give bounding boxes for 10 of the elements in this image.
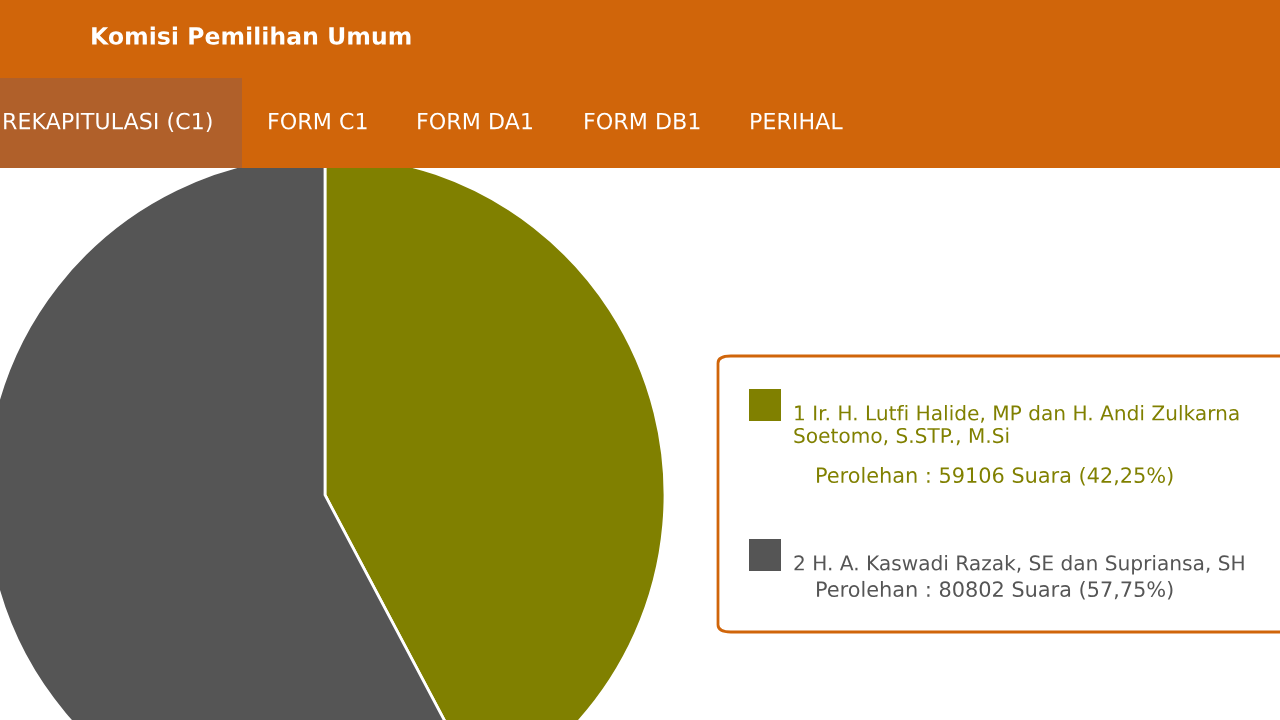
text: FORM C1 — [269, 112, 367, 130]
text: FORM DA1 — [418, 112, 532, 130]
text: REKAPITULASI (C1) — [4, 112, 212, 133]
data-label: Perolehan : 59106 Suara (42,25%) — [817, 466, 1173, 486]
text: FORM DB1 — [585, 112, 700, 130]
legend-label: 1 Ir. H. Lutfi Halide, MP dan H. Andi Zulkarna Soetomo, S.STP., M.Si — [794, 405, 1239, 446]
chart-title: Komisi Pemilihan Umum — [92, 26, 411, 45]
data-label: Perolehan : 80802 Suara (57,75%) — [817, 580, 1173, 600]
text: PERIHAL — [751, 112, 843, 130]
legend-label: 2 H. A. Kaswadi Razak, SE dan Supriansa, SH — [794, 555, 1244, 575]
